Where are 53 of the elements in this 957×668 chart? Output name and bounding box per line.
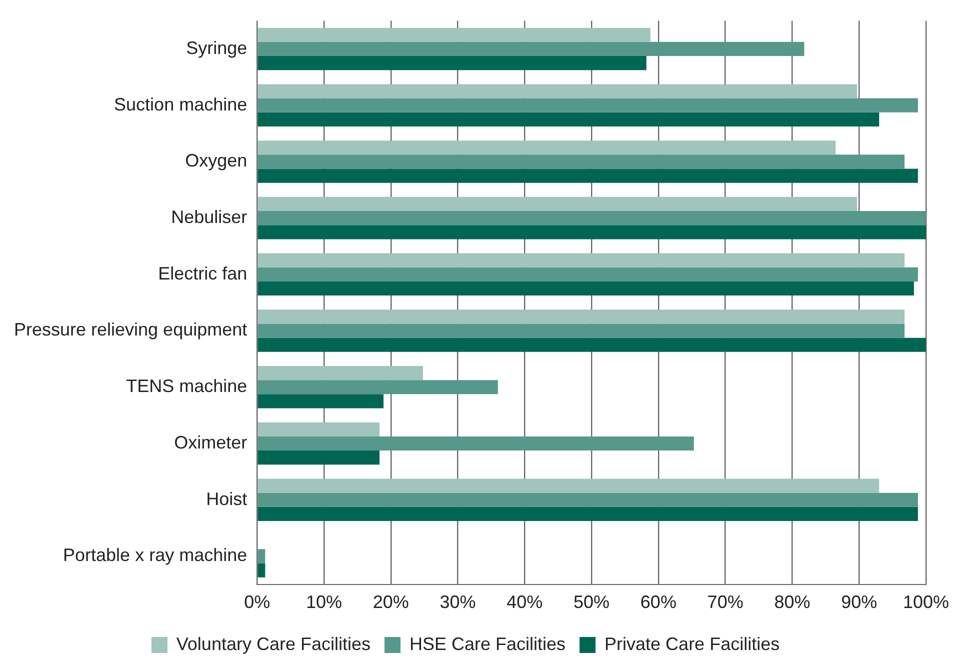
bar <box>258 324 905 338</box>
bar <box>258 84 858 98</box>
bar <box>258 281 914 296</box>
y-tick-label: Portable x ray machine <box>63 545 248 566</box>
y-tick-label: Oximeter <box>174 432 248 452</box>
x-tick-label: 100% <box>902 592 950 612</box>
bar <box>258 478 880 493</box>
y-tick-label: Electric fan <box>158 263 248 284</box>
bar <box>258 225 926 240</box>
bar <box>258 253 905 268</box>
bar <box>258 366 423 380</box>
bar <box>258 506 918 521</box>
x-tick-label: 20% <box>372 592 409 612</box>
bar <box>258 549 266 564</box>
bar <box>258 394 384 408</box>
legend-label: Private Care Facilities <box>604 634 780 654</box>
bar <box>258 98 918 112</box>
x-tick-label: 50% <box>574 592 610 612</box>
x-tick-label: 80% <box>774 592 810 612</box>
bar <box>258 436 694 451</box>
x-tick-label: 60% <box>640 592 676 612</box>
bar <box>258 563 266 578</box>
bar <box>258 28 650 42</box>
bar <box>258 338 926 352</box>
bar <box>258 380 498 394</box>
y-tick-label: TENS machine <box>126 376 248 396</box>
y-tick-label: Suction machine <box>114 94 248 114</box>
legend-label: HSE Care Facilities <box>409 634 566 654</box>
bar <box>258 42 804 56</box>
bar <box>258 168 918 183</box>
y-tick-label: Hoist <box>206 488 248 509</box>
y-tick-label: Nebuliser <box>171 207 248 228</box>
legend-label: Voluntary Care Facilities <box>176 634 371 654</box>
bar <box>258 450 380 465</box>
bar <box>258 196 858 212</box>
bar <box>258 310 905 324</box>
x-tick-label: 0% <box>244 592 270 612</box>
x-tick-label: 10% <box>306 592 342 612</box>
y-tick-label: Syringe <box>186 38 248 58</box>
y-tick-label: Pressure relieving equipment <box>14 320 248 340</box>
y-tick-label: Oxygen <box>185 150 248 171</box>
x-tick-label: 40% <box>506 592 543 612</box>
bar <box>258 492 918 507</box>
x-tick-label: 30% <box>440 592 476 612</box>
bar <box>258 422 380 436</box>
bar <box>258 112 880 126</box>
x-tick-label: 90% <box>841 592 878 612</box>
bar <box>258 267 918 282</box>
bar <box>258 154 905 169</box>
bar <box>258 140 836 155</box>
x-tick-label: 70% <box>707 592 744 612</box>
bar <box>258 56 646 70</box>
bar <box>258 211 926 226</box>
